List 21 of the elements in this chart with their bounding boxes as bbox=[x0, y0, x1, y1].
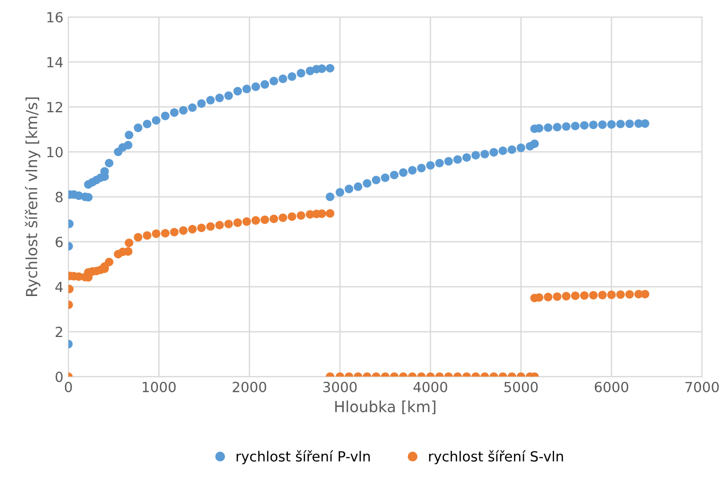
y-tick-label: 6 bbox=[56, 236, 63, 248]
x-tick-label: 0 bbox=[64, 382, 72, 392]
y-tick-label: 10 bbox=[47, 146, 63, 158]
y-axis-title: Rychlost šíření vlny [km/s] bbox=[24, 98, 40, 296]
x-tick-label: 5000 bbox=[504, 382, 538, 392]
x-tick-label: 2000 bbox=[232, 382, 266, 392]
y-tick-label: 12 bbox=[47, 102, 62, 112]
legend-label: rychlost šíření S-vln bbox=[429, 450, 563, 464]
x-tick-label: 6000 bbox=[594, 382, 628, 392]
y-tick-label: 4 bbox=[55, 282, 63, 292]
legend-label: rychlost šíření P-vln bbox=[236, 450, 370, 464]
x-axis-title: Hloubka [km] bbox=[335, 400, 436, 414]
y-tick-label: 16 bbox=[47, 12, 63, 22]
x-tick-label: 3000 bbox=[323, 382, 357, 392]
x-tick-label: 1000 bbox=[142, 382, 176, 392]
x-tick-label: 7000 bbox=[685, 382, 719, 392]
y-tick-label: 2 bbox=[56, 326, 62, 337]
x-tick-label: 4000 bbox=[413, 382, 448, 392]
y-tick-label: 0 bbox=[56, 372, 63, 382]
y-tick-label: 8 bbox=[56, 192, 63, 202]
y-tick-label: 14 bbox=[47, 57, 63, 68]
